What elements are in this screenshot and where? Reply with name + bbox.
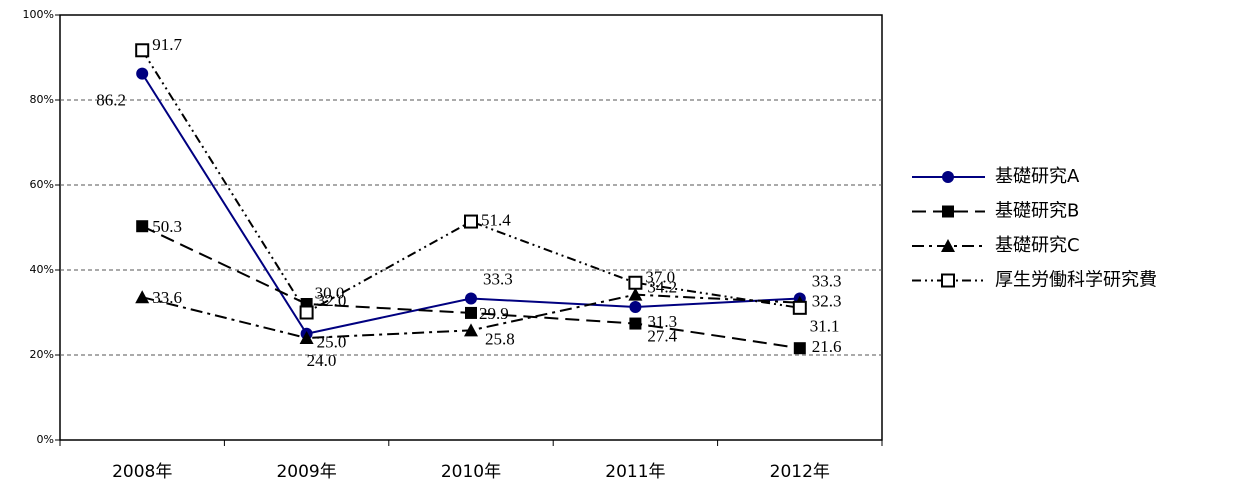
marker	[464, 214, 478, 229]
marker	[629, 300, 642, 313]
marker	[465, 306, 477, 319]
data-label: 31.1	[810, 317, 840, 336]
x-tick-label: 2011年	[605, 462, 665, 482]
data-label: 24.0	[307, 351, 337, 370]
plot-area	[59, 14, 883, 441]
series-line	[141, 49, 800, 314]
data-label: 33.3	[483, 269, 513, 288]
x-tick-label: 2009年	[276, 462, 336, 482]
marker	[299, 331, 314, 344]
data-label: 30.0	[315, 283, 345, 302]
legend-label: 基礎研究A	[995, 166, 1080, 187]
marker	[793, 342, 806, 355]
marker	[299, 305, 314, 320]
data-label: 21.6	[812, 337, 842, 356]
data-label: 27.4	[647, 326, 677, 345]
marker	[465, 292, 477, 305]
legend-marker	[942, 171, 954, 183]
y-tick-label: 100%	[23, 8, 54, 21]
data-label: 25.0	[317, 333, 347, 352]
marker	[628, 275, 643, 290]
data-label: 86.2	[96, 91, 126, 110]
legend-marker	[942, 205, 954, 218]
data-label: 31.3	[647, 312, 677, 331]
y-tick-label: 80%	[30, 93, 54, 106]
x-tick-label: 2012年	[770, 462, 830, 482]
legend-label: 基礎研究C	[995, 235, 1080, 256]
marker	[628, 287, 643, 301]
data-label: 32.3	[812, 292, 842, 311]
legend-marker	[941, 273, 955, 288]
data-label: 37.0	[645, 268, 675, 287]
legend-marker	[941, 239, 955, 252]
data-label: 51.4	[481, 210, 511, 229]
marker	[464, 323, 478, 337]
legend-label: 基礎研究B	[995, 201, 1079, 222]
marker	[136, 67, 149, 80]
data-label: 33.3	[812, 271, 842, 290]
data-label: 50.3	[152, 217, 182, 236]
marker	[136, 220, 149, 233]
y-tick-label: 60%	[30, 178, 54, 191]
marker	[135, 43, 150, 58]
x-tick-label: 2010年	[441, 462, 501, 482]
data-label: 25.8	[485, 329, 515, 348]
marker	[629, 317, 642, 330]
y-tick-label: 0%	[37, 433, 54, 446]
legend-label: 厚生労働科学研究費	[995, 270, 1157, 291]
data-label: 34.2	[647, 278, 677, 297]
data-label: 33.6	[152, 288, 182, 307]
y-tick-label: 20%	[30, 348, 54, 361]
data-label: 29.9	[479, 304, 509, 323]
x-tick-label: 2008年	[112, 462, 172, 482]
y-tick-label: 40%	[30, 263, 54, 276]
marker	[135, 290, 150, 304]
marker	[792, 300, 807, 315]
data-label: 91.7	[152, 35, 182, 54]
data-label: 32.0	[317, 291, 347, 310]
